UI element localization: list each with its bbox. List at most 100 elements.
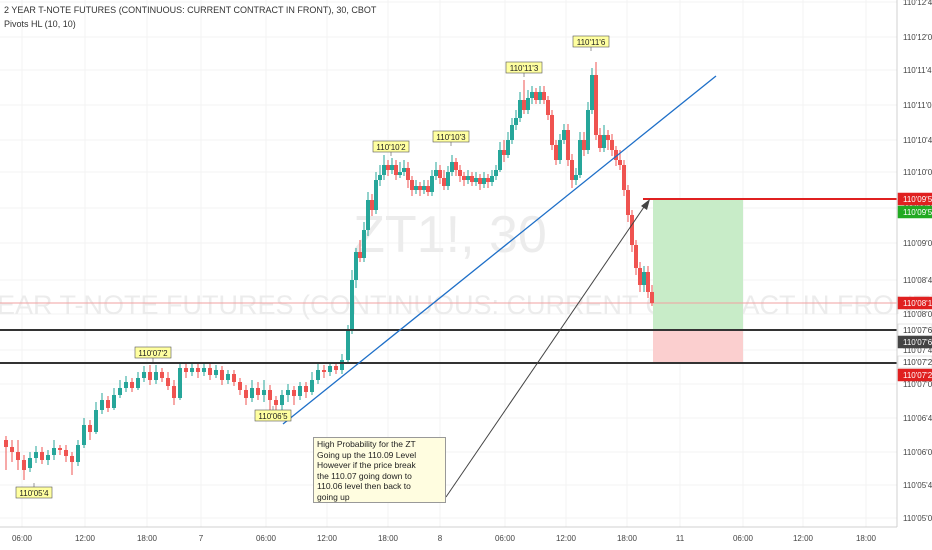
- candle-body: [154, 372, 158, 380]
- candle-body: [514, 118, 518, 125]
- x-tick-label: 06:00: [256, 534, 277, 543]
- x-tick-label: 12:00: [556, 534, 577, 543]
- candle-body: [28, 458, 32, 468]
- candle-body: [244, 390, 248, 398]
- x-tick-label: 06:00: [733, 534, 754, 543]
- candle-body: [250, 388, 254, 398]
- callout-arrow-line: [445, 206, 645, 498]
- trendline: [282, 75, 717, 425]
- candle-body: [506, 140, 510, 155]
- candle-body: [172, 386, 176, 398]
- candle-body: [346, 330, 350, 360]
- price-label: 110'07'2: [903, 358, 932, 367]
- candle-body: [518, 100, 522, 118]
- candle-body: [226, 374, 230, 380]
- y-tick-label: 110'08'0: [903, 310, 932, 319]
- candle-body: [362, 230, 366, 258]
- candle-body: [446, 172, 450, 186]
- candle-body: [386, 165, 390, 170]
- candle-body: [530, 92, 534, 98]
- y-tick-label: 110'07'4: [903, 346, 932, 355]
- candle-body: [358, 252, 362, 258]
- candle-body: [268, 390, 272, 400]
- candle-body: [374, 180, 378, 210]
- time-axis[interactable]: 06:00 12:00 18:00 7 06:00 12:00 18:00 8 06:00 12:…: [12, 534, 877, 543]
- candle-body: [280, 395, 284, 405]
- candle-body: [304, 386, 308, 392]
- price-label-box: [897, 368, 932, 382]
- candle-body: [458, 170, 462, 176]
- candle-body: [586, 110, 590, 150]
- pivot-label: 110'06'5: [258, 412, 288, 421]
- candle-body: [402, 168, 406, 172]
- candle-body: [558, 140, 562, 160]
- candle-body: [274, 400, 278, 405]
- candle-body: [598, 135, 602, 148]
- pivot-label: 110'11'6: [577, 38, 606, 47]
- candle-body: [454, 162, 458, 170]
- candle-body: [398, 172, 402, 175]
- y-tick-label: 110'05'4: [903, 481, 932, 490]
- price-axis-labels: 110'09'5 110'09'5 110'08'1 110'07'6 110'07'6…: [897, 192, 932, 382]
- y-tick-label: 110'12'4: [903, 0, 932, 7]
- candle-body: [286, 390, 290, 395]
- candle-body: [390, 165, 394, 170]
- candle-body: [202, 368, 206, 372]
- candle-body: [470, 176, 474, 182]
- candle-body: [106, 400, 110, 408]
- candle-body: [232, 374, 236, 382]
- price-label: 110'08'1: [903, 299, 932, 308]
- candle-body: [4, 440, 8, 447]
- y-tick-label: 110'12'0: [903, 33, 932, 42]
- candle-body: [340, 360, 344, 370]
- candle-body: [574, 175, 578, 180]
- candle-body: [16, 452, 20, 460]
- candle-body: [638, 268, 642, 285]
- y-tick-label: 110'10'4: [903, 136, 932, 145]
- price-label: 110'07'6: [903, 326, 932, 335]
- candle-body: [538, 92, 542, 100]
- candle-body: [430, 176, 434, 192]
- candle-body: [196, 368, 200, 372]
- candle-body: [610, 140, 614, 150]
- candle-body: [590, 75, 594, 110]
- candle-body: [100, 400, 104, 410]
- candle-body: [578, 140, 582, 175]
- x-tick-label: 06:00: [12, 534, 33, 543]
- candle-body: [184, 368, 188, 372]
- candle-body: [562, 130, 566, 140]
- candle-body: [136, 378, 140, 388]
- candle-body: [208, 368, 212, 375]
- indicator-legend[interactable]: Pivots HL (10, 10): [4, 19, 76, 29]
- candle-body: [316, 370, 320, 380]
- candle-body: [494, 170, 498, 176]
- candle-body: [546, 100, 550, 115]
- candle-body: [410, 180, 414, 190]
- x-tick-label: 12:00: [75, 534, 96, 543]
- candle-body: [160, 372, 164, 378]
- candle-body: [394, 165, 398, 175]
- callout-arrow-head: [641, 199, 650, 210]
- candle-body: [498, 150, 502, 170]
- candle-body: [366, 200, 370, 230]
- candle-body: [58, 448, 62, 450]
- x-tick-label: 18:00: [856, 534, 877, 543]
- candle-body: [522, 100, 526, 110]
- candle-body: [406, 168, 410, 180]
- y-tick-label: 110'05'0: [903, 514, 932, 523]
- x-tick-label: 06:00: [495, 534, 516, 543]
- callout-note[interactable]: High Probability for the ZT Going up the…: [313, 437, 446, 503]
- candle-body: [256, 388, 260, 395]
- price-label: 110'09'5: [903, 208, 932, 217]
- candle-body: [526, 98, 530, 110]
- candle-body: [94, 410, 98, 432]
- candle-body: [310, 380, 314, 392]
- candle-body: [88, 425, 92, 432]
- candle-body: [378, 175, 382, 180]
- candle-body: [502, 150, 506, 155]
- price-axis[interactable]: 110'12'4 110'12'0 110'11'4 110'11'0 110'10'4…: [903, 0, 932, 523]
- profit-zone: [653, 200, 743, 330]
- price-label-box: [897, 296, 932, 310]
- price-label: 110'09'5: [903, 195, 932, 204]
